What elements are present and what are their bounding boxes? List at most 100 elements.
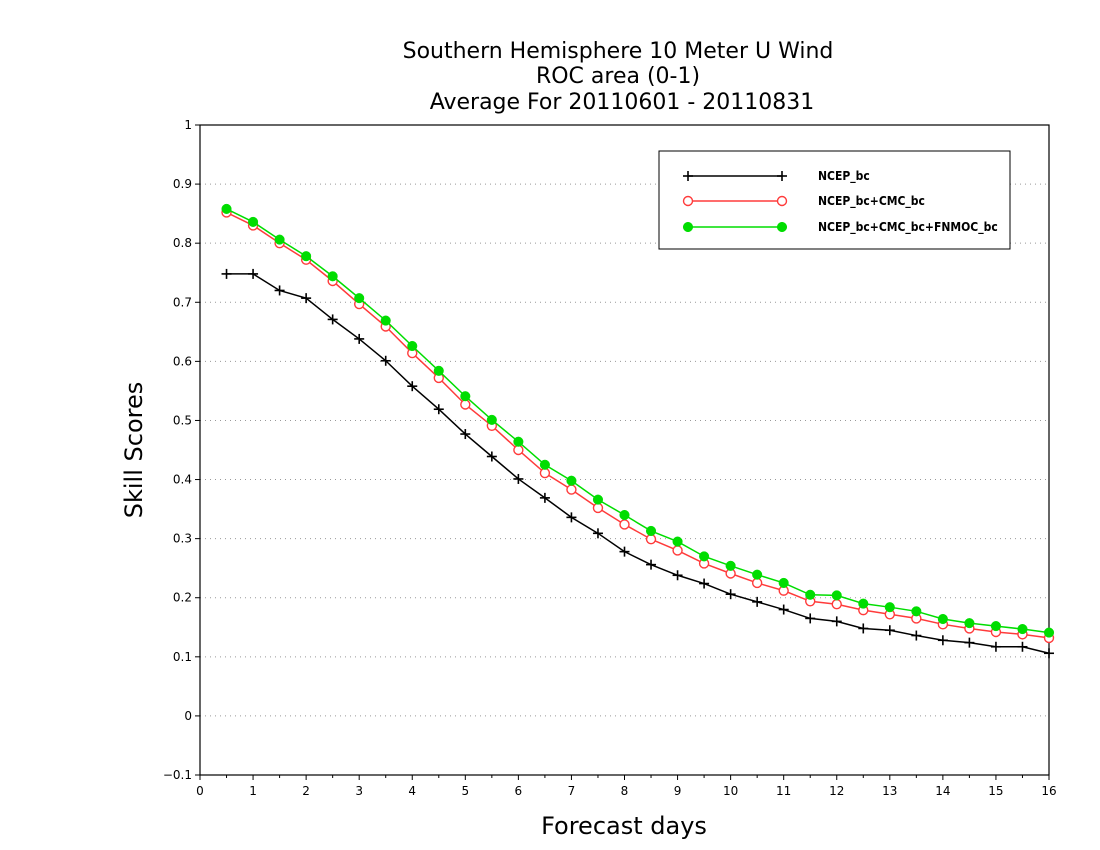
- x-tick-label: 3: [355, 784, 363, 798]
- x-tick-label: 15: [988, 784, 1003, 798]
- x-tick-label: 5: [461, 784, 469, 798]
- x-tick-label: 8: [621, 784, 629, 798]
- y-tick-label: 0.3: [173, 532, 192, 546]
- data-point: [619, 519, 630, 530]
- data-point: [699, 551, 710, 562]
- data-point: [274, 234, 285, 245]
- y-tick-label: 0.9: [173, 177, 192, 191]
- series-line-2: [226, 211, 1050, 639]
- data-point: [486, 414, 497, 425]
- data-point: [539, 492, 550, 503]
- legend-label: NCEP_bc+CMC_bc: [818, 194, 925, 209]
- data-point: [566, 475, 577, 486]
- legend-label: NCEP_bc: [818, 169, 870, 184]
- y-tick-label: 0: [184, 709, 192, 723]
- x-tick-label: 0: [196, 784, 204, 798]
- y-axis: −0.1 0 0.1 0.2 0.3 0.4 0.5 0.6 0.7 0.8 0.9 1: [163, 118, 200, 782]
- data-point: [937, 613, 948, 625]
- data-point: [407, 340, 418, 352]
- data-point: [831, 616, 842, 627]
- data-point: [327, 314, 338, 325]
- data-point: [460, 399, 471, 410]
- x-tick-label: 9: [674, 784, 682, 798]
- data-point: [831, 599, 842, 610]
- data-point: [645, 534, 657, 545]
- data-point: [884, 602, 895, 613]
- data-point: [221, 203, 232, 214]
- data-point: [990, 621, 1001, 632]
- data-point: [805, 613, 816, 624]
- data-point: [433, 404, 444, 415]
- legend-marker: [682, 195, 694, 207]
- y-tick-label: 0.5: [173, 413, 192, 427]
- data-point: [274, 285, 285, 296]
- x-tick-label: 14: [935, 784, 950, 798]
- legend-marker: [776, 221, 788, 233]
- y-axis-label: Skill Scores: [120, 382, 148, 519]
- data-point: [592, 502, 604, 514]
- data-point: [539, 459, 550, 470]
- legend: NCEP_bc NCEP_bc+CMC_bc NCEP_bc+CMC_bc+FNMO…: [658, 150, 1011, 250]
- data-point: [354, 293, 365, 304]
- y-tick-label: 0.4: [173, 473, 192, 487]
- legend-box: [658, 150, 1011, 250]
- data-point: [699, 578, 710, 589]
- data-point: [672, 545, 683, 556]
- data-point: [248, 268, 259, 279]
- y-tick-label: 0.2: [173, 591, 192, 605]
- data-point: [592, 528, 603, 539]
- x-tick-label: 4: [408, 784, 416, 798]
- data-point: [751, 577, 763, 589]
- data-point: [858, 598, 869, 609]
- data-point: [592, 494, 604, 505]
- data-point: [858, 623, 869, 634]
- data-point: [327, 271, 338, 282]
- data-point: [380, 315, 391, 326]
- data-point: [486, 451, 497, 462]
- data-point: [1043, 627, 1055, 638]
- legend-marker: [776, 195, 788, 207]
- chart-title-line-2: ROC area (0-1): [536, 64, 700, 89]
- data-point: [937, 635, 948, 646]
- data-point: [433, 365, 444, 376]
- y-tick-label: 0.6: [173, 354, 192, 368]
- series-line-1: [226, 273, 1050, 654]
- y-tick-label: 0.1: [173, 650, 192, 664]
- data-point: [248, 216, 259, 227]
- data-point: [221, 268, 232, 279]
- data-point: [964, 618, 975, 629]
- data-point: [619, 509, 630, 521]
- data-point: [964, 637, 975, 648]
- data-point: [752, 569, 763, 580]
- data-point: [646, 559, 657, 570]
- data-point: [619, 546, 630, 557]
- y-tick-label: 1: [184, 118, 192, 132]
- x-axis-label: Forecast days: [541, 812, 707, 840]
- data-point: [566, 512, 577, 523]
- chart-title-line-3: Average For 20110601 - 20110831: [430, 90, 815, 115]
- data-point: [884, 625, 895, 636]
- data-point: [513, 436, 524, 447]
- data-point: [752, 596, 763, 607]
- data-point: [1044, 648, 1054, 659]
- legend-marker: [777, 171, 787, 181]
- data-point: [778, 604, 789, 615]
- data-point: [1017, 641, 1028, 652]
- y-tick-label: 0.8: [173, 236, 192, 250]
- x-axis: 0 1 2 3 4 5 6 7 8 9 10 11 12 13 14 15 16: [196, 775, 1057, 798]
- x-tick-label: 13: [882, 784, 897, 798]
- data-point: [725, 589, 736, 600]
- x-tick-label: 6: [515, 784, 523, 798]
- data-point: [301, 293, 312, 304]
- data-point: [672, 570, 683, 581]
- y-tick-label: 0.7: [173, 295, 192, 309]
- data-point: [513, 473, 524, 484]
- x-tick-label: 1: [249, 784, 257, 798]
- x-tick-label: 10: [723, 784, 738, 798]
- data-point: [407, 381, 418, 392]
- data-point: [354, 333, 365, 344]
- x-tick-label: 16: [1041, 784, 1056, 798]
- x-tick-label: 11: [776, 784, 791, 798]
- x-tick-label: 12: [829, 784, 844, 798]
- data-point: [672, 536, 683, 547]
